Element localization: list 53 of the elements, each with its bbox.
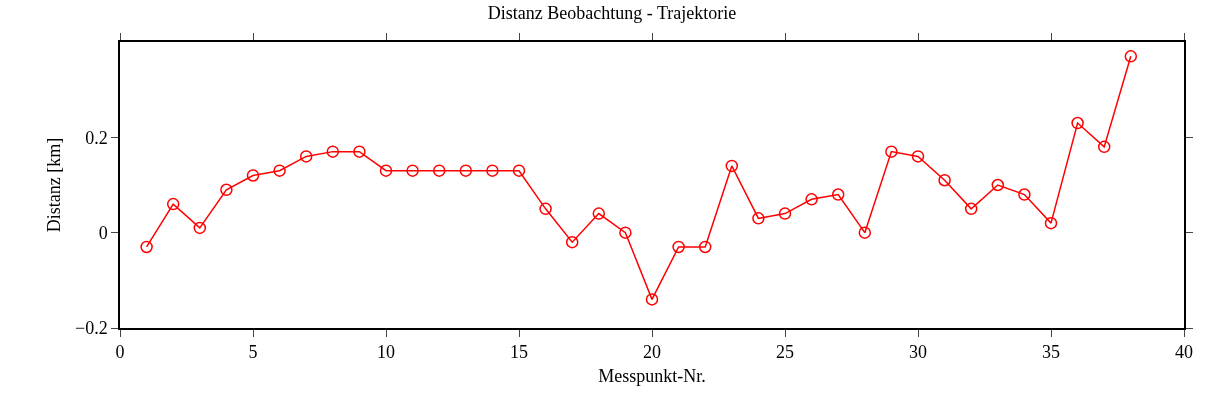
point	[406, 164, 419, 177]
point	[858, 226, 872, 239]
point	[1071, 116, 1084, 130]
point	[1124, 50, 1138, 63]
x-axis-title: Messpunkt-Nr.	[598, 365, 706, 386]
point	[938, 173, 951, 187]
point	[486, 164, 499, 177]
point	[752, 212, 765, 225]
point	[725, 159, 739, 173]
x-tick-label: 30	[909, 342, 927, 363]
point	[193, 221, 207, 235]
point	[166, 197, 180, 211]
point	[698, 240, 712, 254]
point	[220, 183, 233, 197]
point	[353, 145, 366, 158]
point	[831, 188, 845, 201]
point	[273, 164, 286, 177]
point	[885, 145, 898, 158]
point	[1018, 188, 1031, 201]
chart-title: Distanz Beobachtung - Trajektorie	[487, 2, 737, 23]
x-tick-label: 0	[115, 342, 125, 363]
y-axis-title: Distanz [km]	[43, 137, 64, 233]
point	[1097, 140, 1111, 154]
point	[379, 164, 393, 177]
point	[778, 207, 792, 220]
point	[432, 164, 446, 177]
x-tick-label: 20	[643, 342, 661, 363]
x-tick-label: 35	[1042, 342, 1060, 363]
point	[645, 293, 659, 306]
point	[805, 193, 818, 206]
x-tick-label: 5	[248, 342, 258, 363]
x-tick-label: 25	[776, 342, 794, 363]
point	[539, 202, 552, 216]
x-tick-label: 10	[377, 342, 395, 363]
point	[140, 240, 153, 254]
y-tick-label: −0.2	[74, 318, 108, 339]
y-tick-label: 0.2	[85, 127, 108, 148]
point	[592, 207, 606, 220]
point	[512, 164, 526, 177]
point	[299, 150, 313, 163]
point	[964, 202, 978, 216]
point	[991, 178, 1005, 192]
y-tick-label: 0	[98, 222, 108, 243]
point	[459, 164, 473, 177]
x-tick-label: 40	[1175, 342, 1193, 363]
point	[672, 240, 685, 254]
point	[565, 235, 579, 249]
point	[1044, 216, 1058, 230]
point	[911, 150, 925, 163]
point	[326, 145, 340, 158]
point	[619, 226, 632, 239]
point	[246, 169, 260, 182]
x-tick-label: 15	[510, 342, 528, 363]
